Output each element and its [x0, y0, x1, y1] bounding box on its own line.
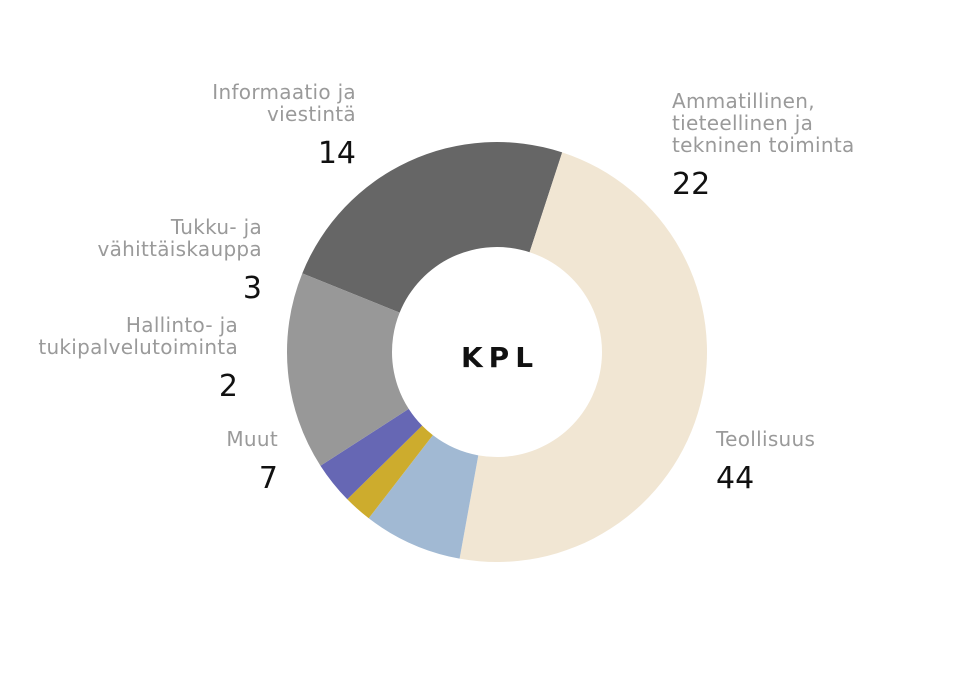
slice-label: viestintä: [267, 102, 356, 126]
slice-label: tekninen toiminta: [672, 133, 855, 157]
slice-label: tukipalvelutoiminta: [38, 335, 238, 359]
donut-slice: [320, 408, 423, 500]
slice-label: Teollisuus: [715, 427, 815, 451]
donut-slice: [368, 435, 479, 559]
slice-label: vähittäiskauppa: [97, 237, 262, 261]
slice-value: 22: [672, 167, 710, 202]
donut-slice: [287, 273, 409, 466]
slice-label: tieteellinen ja: [672, 111, 813, 135]
slice-label: Ammatillinen,: [672, 89, 815, 113]
donut-slice: [302, 142, 563, 313]
slice-value: 3: [243, 271, 262, 306]
slice-value: 2: [219, 369, 238, 404]
slice-value: 44: [716, 461, 754, 496]
slice-label: Hallinto- ja: [126, 313, 238, 337]
slice-label: Muut: [226, 427, 278, 451]
donut-slice: [347, 425, 433, 519]
donut-slices: [287, 142, 708, 563]
slice-value: 14: [318, 136, 356, 171]
slice-label: Informaatio ja: [212, 80, 356, 104]
slice-value: 7: [259, 461, 278, 496]
donut-slice: [459, 152, 708, 563]
center-label: KPL: [461, 341, 539, 374]
slice-label: Tukku- ja: [170, 215, 262, 239]
